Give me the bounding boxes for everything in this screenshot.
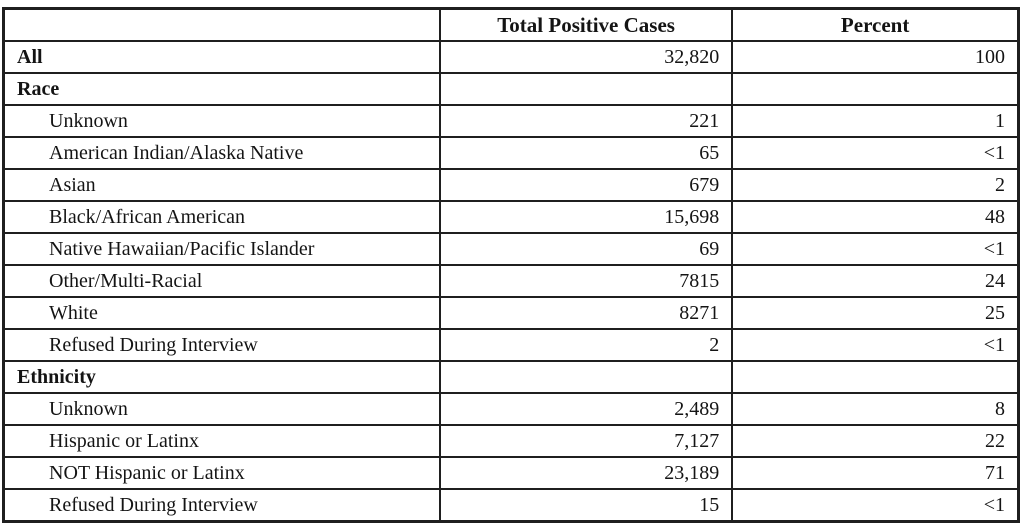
row-label: Refused During Interview (2, 488, 441, 523)
table-row: Native Hawaiian/Pacific Islander 69 <1 (2, 232, 1020, 266)
total-cases-value: 65 (438, 136, 734, 170)
percent-value: <1 (731, 136, 1020, 170)
percent-value: <1 (731, 488, 1020, 523)
table-row: White 8271 25 (2, 296, 1020, 330)
row-label: Ethnicity (2, 360, 441, 394)
total-cases-value: 7,127 (438, 424, 734, 458)
total-cases-value: 2,489 (438, 392, 734, 426)
percent-value: 1 (731, 104, 1020, 138)
row-label: Unknown (2, 104, 441, 138)
row-label: White (2, 296, 441, 330)
table-row: American Indian/Alaska Native 65 <1 (2, 136, 1020, 170)
positive-cases-table-container: Total Positive Cases Percent All 32,820 10… (2, 7, 1020, 523)
table-row: Black/African American 15,698 48 (2, 200, 1020, 234)
total-cases-value: 679 (438, 168, 734, 202)
total-cases-value: 8271 (438, 296, 734, 330)
percent-value: <1 (731, 328, 1020, 362)
table-row: Refused During Interview 2 <1 (2, 328, 1020, 362)
section-row: Ethnicity (2, 360, 1020, 394)
row-label: Unknown (2, 392, 441, 426)
total-cases-value: 2 (438, 328, 734, 362)
table-row: Unknown 2,489 8 (2, 392, 1020, 426)
table-row: NOT Hispanic or Latinx 23,189 71 (2, 456, 1020, 490)
positive-cases-table: Total Positive Cases Percent All 32,820 10… (2, 7, 1020, 523)
percent-value: 25 (731, 296, 1020, 330)
percent-value: 2 (731, 168, 1020, 202)
row-label: Asian (2, 168, 441, 202)
section-row: Race (2, 72, 1020, 106)
total-cases-value (438, 72, 734, 106)
table-row: Other/Multi-Racial 7815 24 (2, 264, 1020, 298)
total-cases-value (438, 360, 734, 394)
row-label: Native Hawaiian/Pacific Islander (2, 232, 441, 266)
header-percent: Percent (731, 7, 1020, 42)
percent-value: <1 (731, 232, 1020, 266)
percent-value (731, 360, 1020, 394)
row-label: All (2, 40, 441, 74)
total-cases-value: 221 (438, 104, 734, 138)
total-cases-value: 32,820 (438, 40, 734, 74)
row-label: Refused During Interview (2, 328, 441, 362)
total-cases-value: 15,698 (438, 200, 734, 234)
percent-value (731, 72, 1020, 106)
table-row: Refused During Interview 15 <1 (2, 488, 1020, 523)
percent-value: 48 (731, 200, 1020, 234)
header-row: Total Positive Cases Percent (2, 7, 1020, 42)
percent-value: 22 (731, 424, 1020, 458)
table-row: Hispanic or Latinx 7,127 22 (2, 424, 1020, 458)
total-cases-value: 7815 (438, 264, 734, 298)
percent-value: 71 (731, 456, 1020, 490)
percent-value: 24 (731, 264, 1020, 298)
row-label: Race (2, 72, 441, 106)
table-row: Unknown 221 1 (2, 104, 1020, 138)
row-label: Black/African American (2, 200, 441, 234)
total-cases-value: 15 (438, 488, 734, 523)
header-total-positive-cases: Total Positive Cases (438, 7, 734, 42)
section-row: All 32,820 100 (2, 40, 1020, 74)
row-label: American Indian/Alaska Native (2, 136, 441, 170)
table-row: Asian 679 2 (2, 168, 1020, 202)
total-cases-value: 69 (438, 232, 734, 266)
row-label: Other/Multi-Racial (2, 264, 441, 298)
percent-value: 8 (731, 392, 1020, 426)
row-label: Hispanic or Latinx (2, 424, 441, 458)
percent-value: 100 (731, 40, 1020, 74)
total-cases-value: 23,189 (438, 456, 734, 490)
row-label: NOT Hispanic or Latinx (2, 456, 441, 490)
header-category (2, 7, 441, 42)
